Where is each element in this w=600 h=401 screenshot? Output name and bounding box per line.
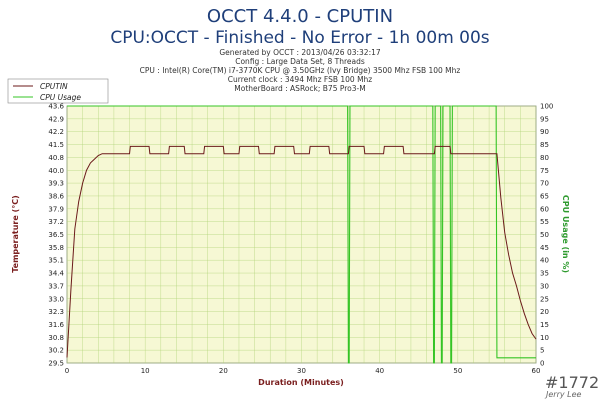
info-line: Config : Large Data Set, 8 Threads bbox=[235, 57, 365, 66]
x-tick-label: 0 bbox=[65, 367, 69, 375]
y-left-tick-label: 40.8 bbox=[48, 154, 64, 162]
y-right-tick-label: 15 bbox=[540, 321, 549, 329]
y-left-tick-label: 39.3 bbox=[48, 180, 64, 188]
y-right-tick-label: 50 bbox=[540, 231, 549, 239]
y-right-tick-label: 10 bbox=[540, 334, 549, 342]
series-line-usage bbox=[67, 105, 536, 364]
info-line: Current clock : 3494 Mhz FSB 100 Mhz bbox=[228, 75, 373, 84]
y-right-tick-label: 90 bbox=[540, 128, 549, 136]
y-right-tick-label: 80 bbox=[540, 154, 549, 162]
y-right-ticks: 0 5 10 15 20 25 30 35 40 45 50 55 60 65 70 75 80 85 90 95 10… bbox=[540, 103, 553, 368]
y-left-tick-label: 41.5 bbox=[48, 141, 64, 149]
info-lines: Generated by OCCT : 2013/04/26 03:32:17C… bbox=[140, 48, 461, 93]
chart-subtitle: CPU:OCCT - Finished - No Error - 1h 00m … bbox=[110, 28, 489, 48]
y-right-tick-label: 25 bbox=[540, 295, 549, 303]
y-right-tick-label: 60 bbox=[540, 205, 549, 213]
legend-label-usage: CPU Usage bbox=[40, 93, 81, 102]
y-left-tick-label: 42.9 bbox=[48, 115, 64, 123]
y-right-tick-label: 40 bbox=[540, 257, 549, 265]
y-right-tick-label: 45 bbox=[540, 244, 549, 252]
watermark-author: Jerry Lee bbox=[544, 390, 582, 399]
info-line: Generated by OCCT : 2013/04/26 03:32:17 bbox=[219, 48, 381, 57]
x-tick-label: 30 bbox=[297, 367, 306, 375]
y-right-tick-label: 85 bbox=[540, 141, 549, 149]
x-tick-label: 40 bbox=[375, 367, 384, 375]
y-right-tick-label: 20 bbox=[540, 308, 549, 316]
y-right-tick-label: 100 bbox=[540, 103, 553, 111]
y-left-tick-label: 40.0 bbox=[48, 167, 64, 175]
y-right-tick-label: 65 bbox=[540, 192, 549, 200]
y-left-axis-label: Temperature (°C) bbox=[11, 195, 20, 273]
x-tick-label: 60 bbox=[532, 367, 541, 375]
x-ticks: 0 10 20 30 40 50 60 bbox=[65, 367, 541, 375]
legend: CPUTIN CPU Usage bbox=[7, 78, 109, 104]
y-right-axis-label: CPU Usage (in %) bbox=[561, 195, 570, 273]
usage-series bbox=[67, 105, 536, 364]
y-left-tick-label: 34.4 bbox=[48, 270, 64, 278]
y-left-ticks: 29.5 30.2 30.8 31.6 32.3 33.0 33.7 34.4 35.1 35.8… bbox=[48, 103, 64, 368]
temperature-series bbox=[66, 145, 537, 358]
y-right-tick-label: 75 bbox=[540, 167, 549, 175]
info-line: CPU : Intel(R) Core(TM) i7-3770K CPU @ 3… bbox=[140, 66, 461, 75]
y-left-tick-label: 30.2 bbox=[48, 347, 64, 355]
y-left-tick-label: 32.3 bbox=[48, 308, 64, 316]
y-right-tick-label: 30 bbox=[540, 282, 549, 290]
y-left-tick-label: 43.6 bbox=[48, 103, 64, 111]
y-left-tick-label: 38.6 bbox=[48, 192, 64, 200]
info-line: MotherBoard : ASRock; B75 Pro3-M bbox=[234, 84, 365, 93]
watermark-number: #1772 bbox=[545, 373, 599, 392]
legend-label-temperature: CPUTIN bbox=[40, 82, 68, 91]
y-right-tick-label: 70 bbox=[540, 180, 549, 188]
y-left-tick-label: 31.6 bbox=[48, 321, 64, 329]
x-axis-label: Duration (Minutes) bbox=[258, 378, 344, 387]
x-tick-label: 20 bbox=[219, 367, 228, 375]
chart-title: OCCT 4.4.0 - CPUTIN bbox=[207, 6, 393, 27]
y-left-tick-label: 36.5 bbox=[48, 231, 64, 239]
y-left-tick-label: 37.9 bbox=[48, 205, 64, 213]
y-right-tick-label: 35 bbox=[540, 270, 549, 278]
y-left-tick-label: 33.7 bbox=[48, 282, 64, 290]
y-left-tick-label: 37.2 bbox=[48, 218, 64, 226]
grid bbox=[66, 105, 537, 364]
x-tick-label: 50 bbox=[453, 367, 462, 375]
y-left-tick-label: 42.2 bbox=[48, 128, 64, 136]
y-left-tick-label: 35.1 bbox=[48, 257, 64, 265]
x-tick-label: 10 bbox=[141, 367, 150, 375]
y-left-tick-label: 29.5 bbox=[48, 360, 64, 368]
y-right-tick-label: 95 bbox=[540, 115, 549, 123]
y-left-tick-label: 33.0 bbox=[48, 295, 64, 303]
series-line-temperature bbox=[66, 145, 537, 358]
y-right-tick-label: 0 bbox=[540, 360, 544, 368]
y-right-tick-label: 5 bbox=[540, 347, 544, 355]
y-left-tick-label: 30.8 bbox=[48, 334, 64, 342]
legend-box bbox=[7, 78, 109, 104]
y-left-tick-label: 35.8 bbox=[48, 244, 64, 252]
y-right-tick-label: 55 bbox=[540, 218, 549, 226]
